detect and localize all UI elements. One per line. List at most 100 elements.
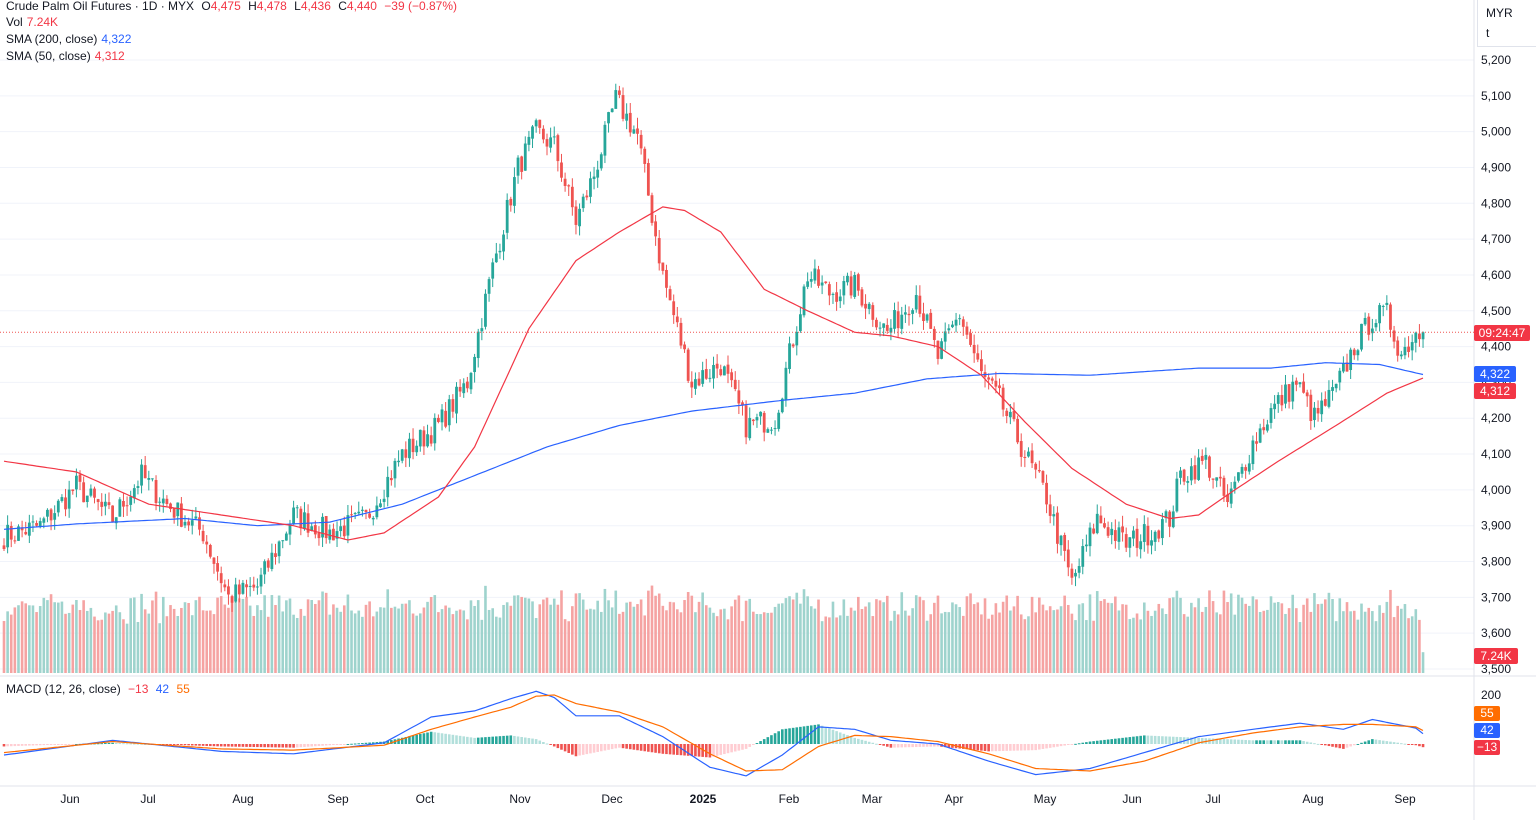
candle-body [951,324,954,328]
candle-body [1334,383,1338,389]
macd-histogram-bar [1124,737,1128,744]
candle-body [1345,362,1349,372]
time-tick: May [1034,792,1057,806]
macd-histogram-bar [962,744,965,749]
candle-body [712,364,715,379]
volume-bar [491,608,494,673]
volume-bar [35,612,38,673]
volume-bar [190,615,194,673]
volume-bar [838,615,842,673]
candle-body [1298,382,1302,385]
candle-body [650,195,654,223]
candle-body [346,515,350,536]
macd-histogram-bar [6,744,9,747]
macd-histogram-bar [263,744,266,748]
macd-histogram-bar [885,744,889,747]
candle-body [646,163,650,196]
candle-body [393,460,397,479]
volume-bar [1400,608,1403,673]
volume-bar [350,610,353,673]
macd-legend: MACD (12, 26, close) −13 42 55 [6,681,194,698]
macd-histogram-bar [1135,736,1139,744]
volume-bar [263,595,266,673]
volume-bar [2,620,6,673]
countdown-tag: 09:24:47 [1474,325,1530,341]
candle-body [46,509,49,517]
macd-line-tag: 42 [1474,723,1500,738]
candle-body [1309,394,1313,421]
volume-bar [1027,616,1030,673]
macd-histogram-bar [306,744,310,747]
macd-histogram-bar [516,736,520,744]
macd-histogram-bar [321,744,324,746]
volume-bar [1045,610,1048,673]
candle-body [75,475,78,490]
macd-histogram-bar [1219,738,1222,744]
volume-bar [918,596,922,673]
candle-body [230,596,234,603]
candle-body [1030,450,1034,464]
macd-histogram-bar [1262,740,1266,744]
candle-body [447,399,451,426]
candle-body [896,311,900,329]
macd-histogram-bar [951,744,954,748]
macd-histogram-bar [578,744,581,756]
volume-bar [853,610,856,673]
macd-histogram-bar [998,744,1001,752]
macd-histogram-bar [180,744,183,746]
macd-histogram-bar [299,744,303,748]
volume-bar [914,595,918,673]
candle-body [205,541,209,545]
candle-body [560,162,563,178]
macd-histogram-bar [715,744,719,756]
candle-body [719,369,723,376]
volume-bar [737,595,741,673]
currency-selector[interactable]: MYR t [1477,0,1536,47]
volume-bar [107,613,111,673]
volume-bar [1269,596,1273,673]
macd-histogram-bar [281,744,285,748]
volume-bar [516,595,520,673]
macd-histogram-bar [943,744,947,748]
candle-body [1349,349,1353,371]
volume-bar [922,600,925,673]
macd-histogram-bar [114,742,118,744]
volume-bar [1418,619,1421,673]
macd-histogram-bar [480,737,484,744]
candle-body [567,185,571,187]
volume-bar [1019,614,1023,673]
candle-body [1338,370,1342,383]
macd-histogram-bar [1352,744,1356,746]
volume-bar [733,599,737,673]
candle-body [784,367,788,401]
candle-body [856,274,860,291]
volume-bar [1324,599,1327,673]
volume-bar [295,617,299,673]
open-label: O [201,0,211,13]
macd-histogram-bar [762,739,766,744]
volume-bar [1342,611,1345,673]
price-tick: 4,400 [1481,340,1511,354]
candle-body [484,293,487,327]
macd-tick: 200 [1481,688,1501,702]
volume-bar [161,596,165,673]
volume-bar [513,595,516,673]
volume-bar [1305,598,1309,673]
price-tick: 3,900 [1481,519,1511,533]
volume-bar [266,616,270,673]
volume-bar [473,605,476,673]
macd-histogram-bar [849,736,853,744]
volume-bar [408,600,411,673]
macd-histogram-bar [864,740,867,744]
macd-histogram-bar [332,744,335,745]
volume-bar [730,606,733,673]
volume-bar [802,589,806,673]
candle-body [911,310,915,314]
volume-bar [1048,606,1052,673]
volume-bar [1360,603,1363,673]
macd-histogram-bar [914,744,918,748]
candle-body [1255,441,1258,444]
macd-histogram-bar [28,744,31,746]
candle-body [339,526,343,532]
